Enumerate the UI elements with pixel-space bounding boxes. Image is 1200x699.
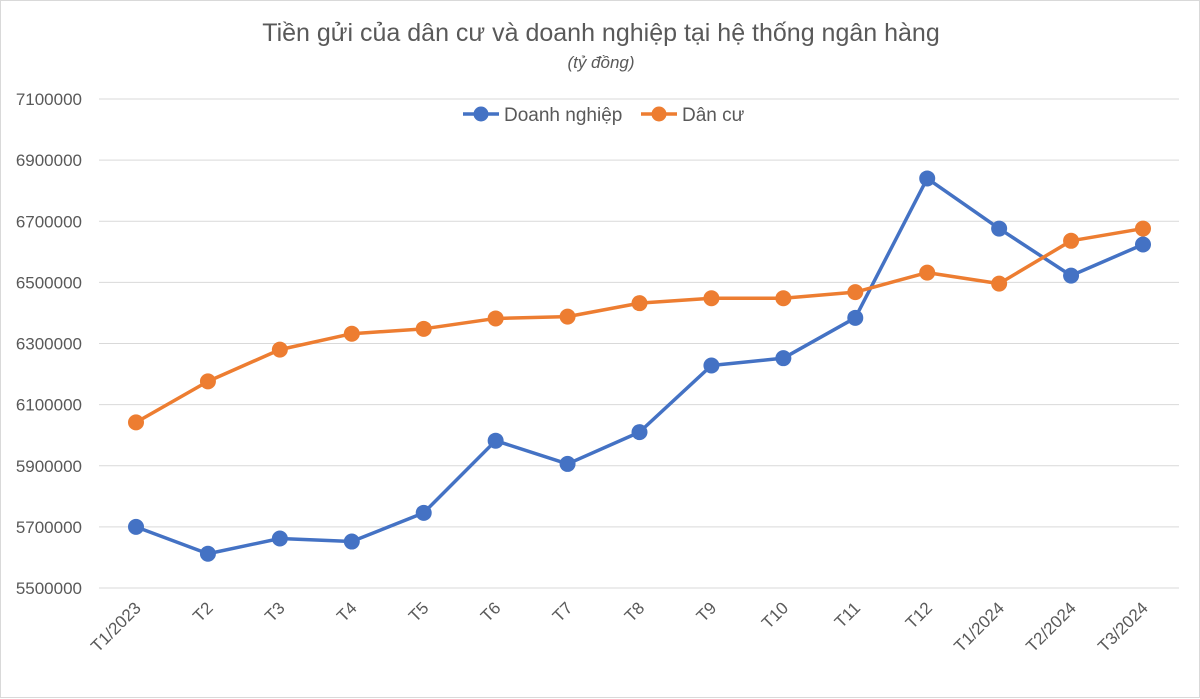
- data-point: [703, 357, 720, 374]
- x-tick-label: T11: [831, 598, 864, 631]
- data-point: [559, 308, 576, 325]
- data-point: [271, 341, 288, 358]
- data-point: [991, 275, 1008, 292]
- data-point: [1063, 267, 1080, 284]
- x-tick-label: T12: [902, 598, 936, 632]
- x-tick-label: T4: [333, 598, 360, 625]
- data-point: [631, 424, 648, 441]
- x-axis-ticks: T1/2023 T2 T3 T4 T5 T6 T7 T8 T9 T10 T11 T12 T1/2024 T…: [87, 598, 1152, 656]
- data-point: [199, 373, 216, 390]
- gridlines: [99, 98, 1179, 589]
- data-point: [847, 284, 864, 301]
- data-point: [919, 264, 936, 281]
- y-tick-label: 5900000: [16, 457, 82, 476]
- data-point: [775, 290, 792, 307]
- data-point: [487, 432, 504, 449]
- data-point: [559, 455, 576, 472]
- y-tick-label: 7100000: [16, 90, 82, 109]
- data-point: [343, 533, 360, 550]
- data-point: [199, 545, 216, 562]
- y-tick-label: 5500000: [16, 579, 82, 598]
- data-point: [991, 220, 1008, 237]
- data-point: [271, 530, 288, 547]
- data-point: [847, 309, 864, 326]
- chart-title: Tiền gửi của dân cư và doanh nghiệp tại …: [262, 19, 940, 47]
- data-point: [415, 320, 432, 337]
- x-tick-label: T7: [549, 598, 576, 625]
- legend-label: Doanh nghiệp: [504, 105, 622, 126]
- x-tick-label: T9: [693, 598, 720, 625]
- data-point: [487, 310, 504, 327]
- y-tick-label: 6500000: [16, 273, 82, 292]
- x-tick-label: T8: [621, 598, 648, 625]
- data-point: [343, 325, 360, 342]
- x-tick-label: T2: [189, 598, 216, 625]
- data-point: [1135, 236, 1151, 253]
- y-tick-label: 6100000: [16, 396, 82, 415]
- chart-subtitle: (tỷ đồng): [567, 53, 635, 72]
- y-tick-label: 5700000: [16, 518, 82, 537]
- y-tick-label: 6300000: [16, 335, 82, 354]
- x-tick-label: T3: [261, 598, 288, 625]
- data-point: [919, 170, 936, 187]
- legend-marker: [473, 106, 489, 122]
- x-tick-label: T10: [758, 598, 792, 632]
- y-tick-label: 6900000: [16, 151, 82, 170]
- data-point: [128, 414, 144, 431]
- data-point: [415, 504, 432, 521]
- series-line: [135, 226, 1144, 424]
- legend: Doanh nghiệp Dân cư: [463, 105, 745, 126]
- series-line: [135, 176, 1144, 556]
- x-tick-label: T1/2024: [950, 598, 1008, 656]
- x-tick-label: T2/2024: [1022, 598, 1080, 656]
- y-tick-label: 6700000: [16, 212, 82, 231]
- data-point: [775, 350, 792, 367]
- x-tick-label: T1/2023: [87, 598, 145, 656]
- x-tick-label: T3/2024: [1094, 598, 1152, 656]
- legend-label: Dân cư: [682, 105, 745, 126]
- data-point: [128, 518, 144, 535]
- x-tick-label: T5: [405, 598, 432, 625]
- data-point: [703, 290, 720, 307]
- legend-marker: [651, 106, 667, 122]
- x-tick-label: T6: [477, 598, 504, 625]
- y-axis-ticks: 5500000 5700000 5900000 6100000 6300000 65000…: [16, 90, 82, 598]
- data-point: [1063, 232, 1080, 249]
- series-lines: [128, 170, 1151, 562]
- data-point: [631, 295, 648, 312]
- data-point: [1135, 220, 1151, 237]
